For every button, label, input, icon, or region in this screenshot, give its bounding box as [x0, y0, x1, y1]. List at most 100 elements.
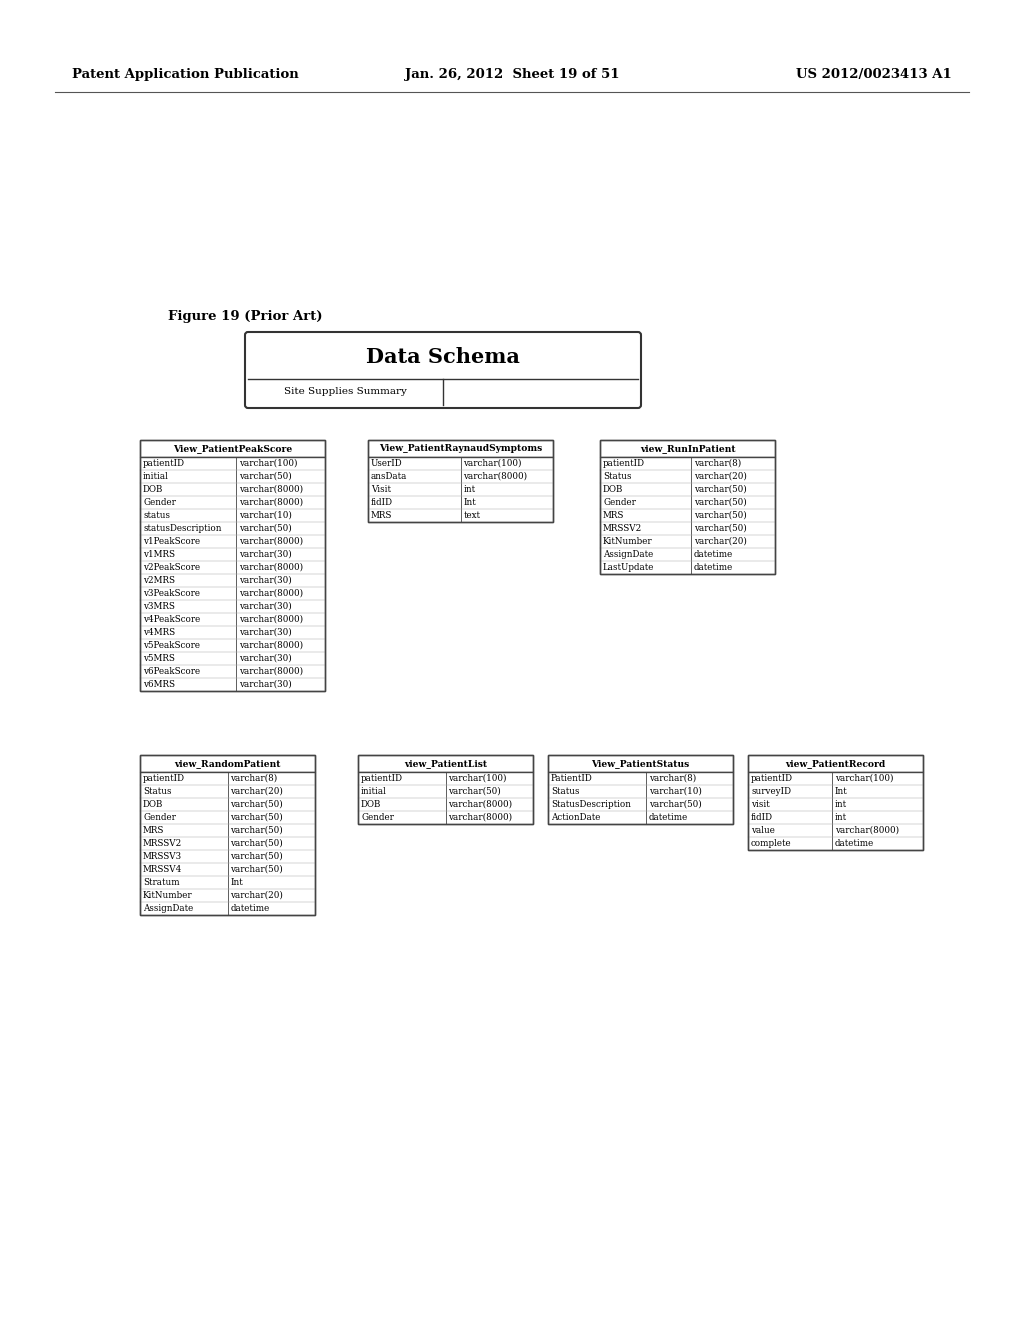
Text: varchar(10): varchar(10): [649, 787, 701, 796]
Text: view_PatientList: view_PatientList: [403, 759, 487, 768]
Bar: [140, 755, 315, 915]
Text: varchar(8000): varchar(8000): [240, 642, 303, 649]
Bar: [548, 755, 733, 772]
Text: varchar(50): varchar(50): [230, 840, 284, 847]
Text: varchar(8000): varchar(8000): [449, 800, 513, 809]
Text: varchar(100): varchar(100): [464, 459, 522, 469]
Text: Int: Int: [230, 878, 244, 887]
Text: MRS: MRS: [371, 511, 392, 520]
Text: varchar(50): varchar(50): [230, 851, 284, 861]
Text: Jan. 26, 2012  Sheet 19 of 51: Jan. 26, 2012 Sheet 19 of 51: [404, 69, 620, 81]
Text: v2MRS: v2MRS: [143, 576, 175, 585]
Text: Stratum: Stratum: [143, 878, 179, 887]
Text: v6PeakScore: v6PeakScore: [143, 667, 200, 676]
Text: varchar(30): varchar(30): [240, 680, 292, 689]
Text: int: int: [835, 813, 847, 822]
Text: Figure 19 (Prior Art): Figure 19 (Prior Art): [168, 310, 323, 323]
Text: initial: initial: [143, 473, 169, 480]
Bar: [748, 755, 923, 772]
Bar: [140, 772, 315, 915]
Text: complete: complete: [751, 840, 792, 847]
Text: Gender: Gender: [361, 813, 394, 822]
Text: KitNumber: KitNumber: [603, 537, 652, 546]
Text: datetime: datetime: [835, 840, 874, 847]
Text: v3PeakScore: v3PeakScore: [143, 589, 200, 598]
Text: Visit: Visit: [371, 484, 391, 494]
Text: Status: Status: [551, 787, 580, 796]
Bar: [368, 440, 553, 457]
Text: DOB: DOB: [361, 800, 381, 809]
Text: varchar(8000): varchar(8000): [240, 537, 303, 546]
Text: initial: initial: [361, 787, 387, 796]
Text: datetime: datetime: [649, 813, 688, 822]
Bar: [368, 440, 553, 521]
Text: varchar(30): varchar(30): [240, 653, 292, 663]
Text: Gender: Gender: [143, 498, 176, 507]
Text: varchar(50): varchar(50): [230, 826, 284, 836]
Text: varchar(50): varchar(50): [694, 484, 746, 494]
Text: patientID: patientID: [143, 459, 185, 469]
Text: varchar(50): varchar(50): [694, 498, 746, 507]
Text: ansData: ansData: [371, 473, 408, 480]
Text: MRSSV2: MRSSV2: [603, 524, 642, 533]
Text: Gender: Gender: [143, 813, 176, 822]
Bar: [140, 457, 325, 690]
Text: Int: Int: [464, 498, 476, 507]
Text: varchar(50): varchar(50): [230, 813, 284, 822]
Text: varchar(20): varchar(20): [230, 787, 284, 796]
Text: patientID: patientID: [143, 774, 185, 783]
Text: Patent Application Publication: Patent Application Publication: [72, 69, 299, 81]
Text: varchar(50): varchar(50): [649, 800, 701, 809]
Text: Int: Int: [835, 787, 848, 796]
Text: varchar(8000): varchar(8000): [240, 564, 303, 572]
Bar: [600, 440, 775, 574]
Text: varchar(100): varchar(100): [449, 774, 507, 783]
Text: varchar(8): varchar(8): [230, 774, 278, 783]
Text: View_PatientStatus: View_PatientStatus: [592, 759, 689, 768]
Text: MRS: MRS: [143, 826, 165, 836]
Bar: [140, 440, 325, 457]
Text: Status: Status: [143, 787, 171, 796]
Text: value: value: [751, 826, 775, 836]
Text: View_PatientRaynaudSymptoms: View_PatientRaynaudSymptoms: [379, 444, 542, 453]
Text: varchar(30): varchar(30): [240, 576, 292, 585]
Text: varchar(50): varchar(50): [694, 524, 746, 533]
Text: MRS: MRS: [603, 511, 625, 520]
Bar: [748, 755, 923, 850]
Text: varchar(8000): varchar(8000): [240, 498, 303, 507]
Text: DOB: DOB: [603, 484, 624, 494]
Text: v4PeakScore: v4PeakScore: [143, 615, 201, 624]
Text: datetime: datetime: [694, 550, 733, 558]
Text: view_PatientRecord: view_PatientRecord: [785, 759, 886, 768]
Text: fidID: fidID: [751, 813, 773, 822]
Text: DOB: DOB: [143, 484, 164, 494]
Text: Status: Status: [603, 473, 632, 480]
Text: US 2012/0023413 A1: US 2012/0023413 A1: [797, 69, 952, 81]
Text: MRSSV4: MRSSV4: [143, 865, 182, 874]
Text: varchar(50): varchar(50): [240, 473, 292, 480]
Text: view_RunInPatient: view_RunInPatient: [640, 444, 735, 453]
Text: varchar(50): varchar(50): [694, 511, 746, 520]
Text: View_PatientPeakScore: View_PatientPeakScore: [173, 444, 292, 453]
Text: v5MRS: v5MRS: [143, 653, 175, 663]
Text: Site Supplies Summary: Site Supplies Summary: [284, 388, 407, 396]
Text: varchar(8): varchar(8): [649, 774, 696, 783]
Text: KitNumber: KitNumber: [143, 891, 193, 900]
Bar: [358, 772, 534, 824]
Bar: [600, 440, 775, 457]
Text: v1MRS: v1MRS: [143, 550, 175, 558]
Text: varchar(8000): varchar(8000): [240, 667, 303, 676]
Text: datetime: datetime: [230, 904, 269, 913]
Bar: [358, 755, 534, 772]
Text: statusDescription: statusDescription: [143, 524, 221, 533]
Text: varchar(8000): varchar(8000): [240, 484, 303, 494]
Text: AssignDate: AssignDate: [143, 904, 194, 913]
Text: varchar(50): varchar(50): [230, 800, 284, 809]
Text: LastUpdate: LastUpdate: [603, 564, 654, 572]
Text: patientID: patientID: [603, 459, 645, 469]
Text: v2PeakScore: v2PeakScore: [143, 564, 200, 572]
Text: ActionDate: ActionDate: [551, 813, 600, 822]
Text: surveyID: surveyID: [751, 787, 791, 796]
Text: varchar(8000): varchar(8000): [449, 813, 513, 822]
Text: varchar(30): varchar(30): [240, 628, 292, 638]
